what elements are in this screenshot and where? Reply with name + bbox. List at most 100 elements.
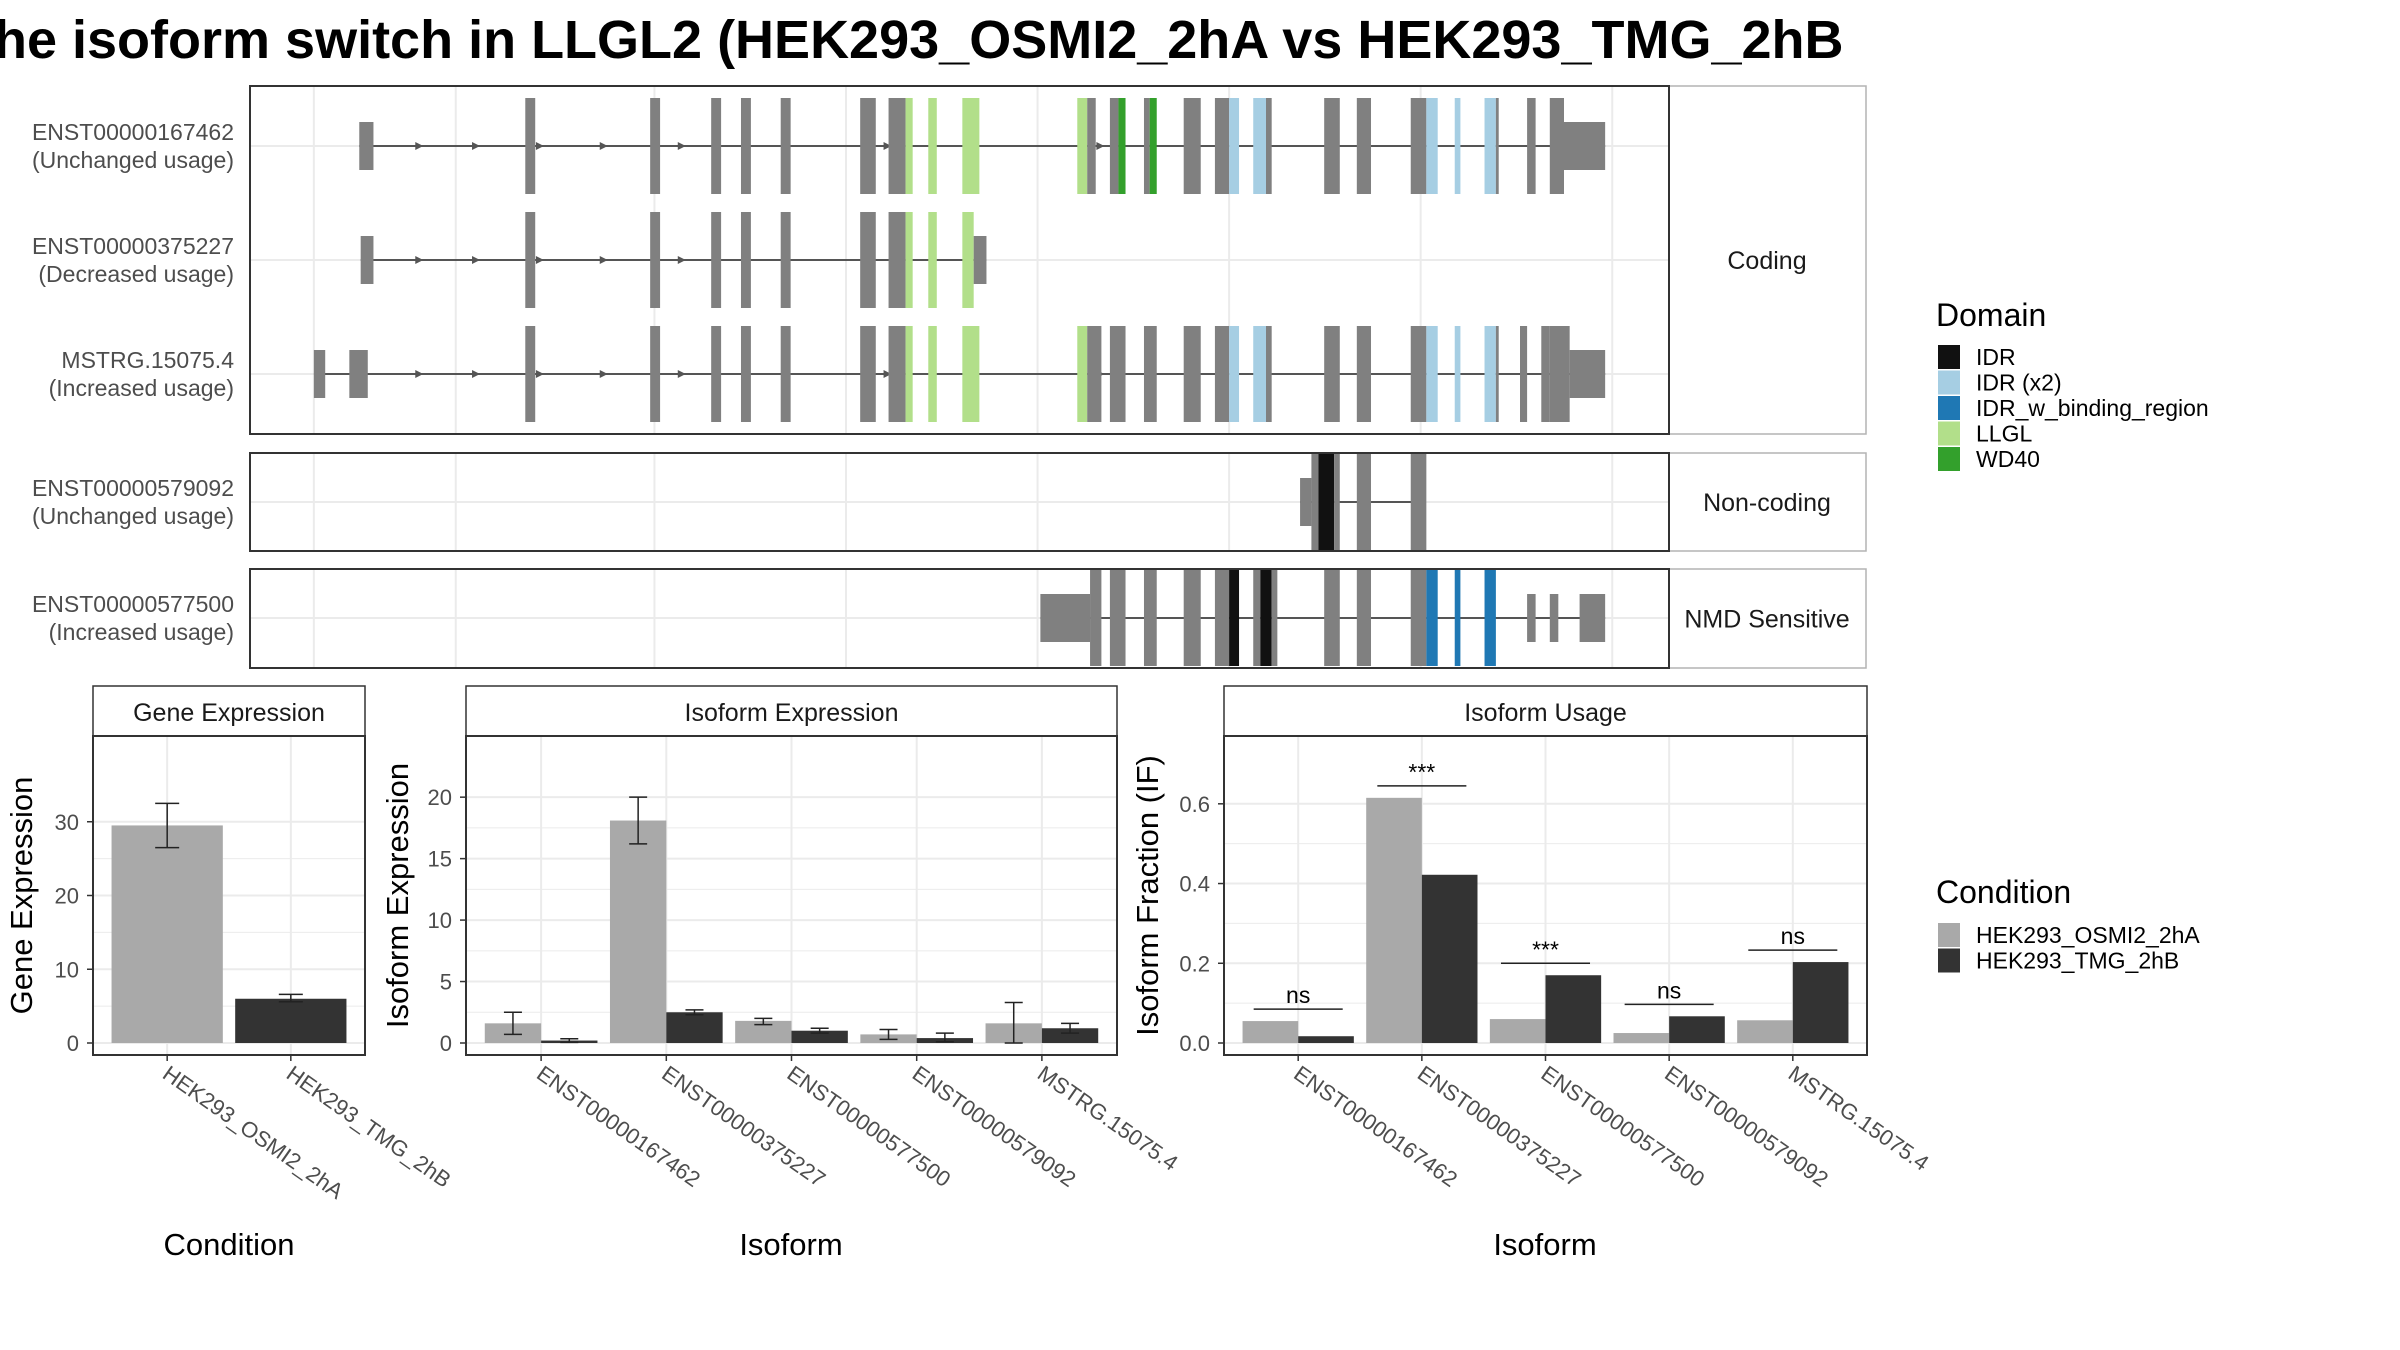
structure-facet-1: Non-coding ENST00000579092(Unchanged usag… <box>32 452 1867 552</box>
bar-HEK293_TMG_2hB <box>791 1030 848 1043</box>
y-tick-label: 20 <box>55 884 79 909</box>
transcript-structure-panel: Coding ENST00000167462(Unchanged usage) EN… <box>32 85 1867 669</box>
exon-exon <box>1300 478 1312 526</box>
exon-IDR_light <box>1426 98 1438 194</box>
exon-exon <box>973 236 987 284</box>
exon-exon <box>525 212 536 308</box>
bar-HEK293_TMG_2hB <box>1421 874 1478 1043</box>
exon-exon <box>780 98 791 194</box>
exon-exon <box>1356 454 1372 550</box>
exon-exon <box>1324 98 1340 194</box>
exon-IDR_light <box>1484 326 1496 422</box>
exon-exon <box>860 326 876 422</box>
facet-strip-label: Coding <box>1727 247 1806 275</box>
bar-HEK293_OSMI2_2hA <box>1613 1033 1670 1043</box>
transcript-id-label: ENST00000577500 <box>32 591 234 617</box>
exon-LLGL <box>928 98 937 194</box>
exon-exon <box>711 98 722 194</box>
y-tick-label: 10 <box>428 908 452 933</box>
facet-strip <box>1668 85 1867 435</box>
chart-title: Gene Expression <box>133 699 325 727</box>
bar-HEK293_TMG_2hB <box>1041 1028 1099 1043</box>
exon-exon <box>1495 326 1499 422</box>
exon-exon <box>1040 594 1091 642</box>
intron-direction-arrow <box>415 370 424 378</box>
intron-direction-arrow <box>1096 142 1105 150</box>
exon-exon <box>1356 570 1372 666</box>
exon-exon <box>1324 326 1340 422</box>
exon-exon <box>650 98 661 194</box>
exon-LLGL <box>928 212 937 308</box>
exon-exon <box>1109 326 1126 422</box>
legend-title: Domain <box>1936 297 2046 333</box>
facet-strip-label: NMD Sensitive <box>1684 606 1849 634</box>
legend-swatch <box>1938 923 1960 947</box>
bar-HEK293_OSMI2_2hA <box>1737 1020 1793 1043</box>
intron-direction-arrow <box>535 370 544 378</box>
intron-direction-arrow <box>535 256 544 264</box>
y-tick-label: 0.6 <box>1179 792 1210 817</box>
exon-IDR_w_binding <box>1484 570 1496 666</box>
exon-LLGL <box>962 212 974 308</box>
y-tick-label: 0.2 <box>1179 951 1210 976</box>
exon-exon <box>1410 98 1427 194</box>
y-tick-label: 15 <box>428 847 452 872</box>
exon-exon <box>349 350 368 398</box>
exon-IDR <box>1260 570 1272 666</box>
exon-IDR_w_binding <box>1426 570 1438 666</box>
chart-strip <box>92 685 366 737</box>
exon-exon <box>1563 122 1606 170</box>
transcript-usage-label: (Unchanged usage) <box>32 503 234 529</box>
bar-HEK293_TMG_2hB <box>235 998 347 1043</box>
transcript-id-label: ENST00000579092 <box>32 475 234 501</box>
intron-direction-arrow <box>883 370 892 378</box>
facet-strip <box>1668 568 1867 669</box>
bar-HEK293_OSMI2_2hA <box>609 820 667 1043</box>
exon-LLGL <box>962 326 980 422</box>
exon-exon <box>1143 98 1150 194</box>
exon-exon <box>740 98 751 194</box>
intron-direction-arrow <box>677 370 686 378</box>
bar-HEK293_TMG_2hB <box>1669 1016 1725 1043</box>
significance-label: *** <box>1408 759 1435 785</box>
transcript-track: ENST00000579092(Unchanged usage) <box>32 454 1427 550</box>
exon-exon <box>1410 570 1427 666</box>
exon-IDR_w_binding <box>1454 570 1461 666</box>
exon-LLGL <box>962 98 980 194</box>
intron-direction-arrow <box>599 142 608 150</box>
exon-exon <box>313 350 326 398</box>
structure-panel-border <box>249 568 1670 669</box>
x-axis-title: Isoform <box>739 1227 842 1262</box>
significance-label: ns <box>1286 982 1310 1008</box>
y-tick-label: 30 <box>55 810 79 835</box>
transcript-track: MSTRG.15075.4(Increased usage) <box>49 326 1606 422</box>
structure-panel-border <box>249 452 1670 552</box>
legend-swatch <box>1938 421 1960 446</box>
exon-exon <box>888 326 906 422</box>
intron-direction-arrow <box>472 256 481 264</box>
exon-IDR_light <box>1253 98 1267 194</box>
bar-HEK293_OSMI2_2hA <box>1489 1019 1546 1043</box>
legend-label: HEK293_OSMI2_2hA <box>1976 922 2200 948</box>
significance-label: ns <box>1657 977 1681 1003</box>
transcript-track: ENST00000167462(Unchanged usage) <box>32 98 1606 194</box>
bar-HEK293_OSMI2_2hA <box>1366 797 1422 1043</box>
exon-exon <box>1520 326 1528 422</box>
exon-exon <box>1549 594 1559 642</box>
bar-HEK293_OSMI2_2hA <box>111 825 223 1043</box>
intron-direction-arrow <box>535 142 544 150</box>
y-tick-label: 10 <box>55 957 79 982</box>
exon-LLGL <box>905 326 913 422</box>
exon-exon <box>1356 326 1372 422</box>
exon-exon <box>860 212 876 308</box>
exon-exon <box>888 98 906 194</box>
legend-label: IDR_w_binding_region <box>1976 395 2209 421</box>
y-tick-label: 0 <box>67 1031 79 1056</box>
exon-exon <box>1324 570 1340 666</box>
y-tick-label: 5 <box>440 970 452 995</box>
facet-strip <box>1668 452 1867 552</box>
exon-LLGL <box>1077 98 1088 194</box>
exon-exon <box>1410 326 1427 422</box>
exon-exon <box>1214 326 1230 422</box>
